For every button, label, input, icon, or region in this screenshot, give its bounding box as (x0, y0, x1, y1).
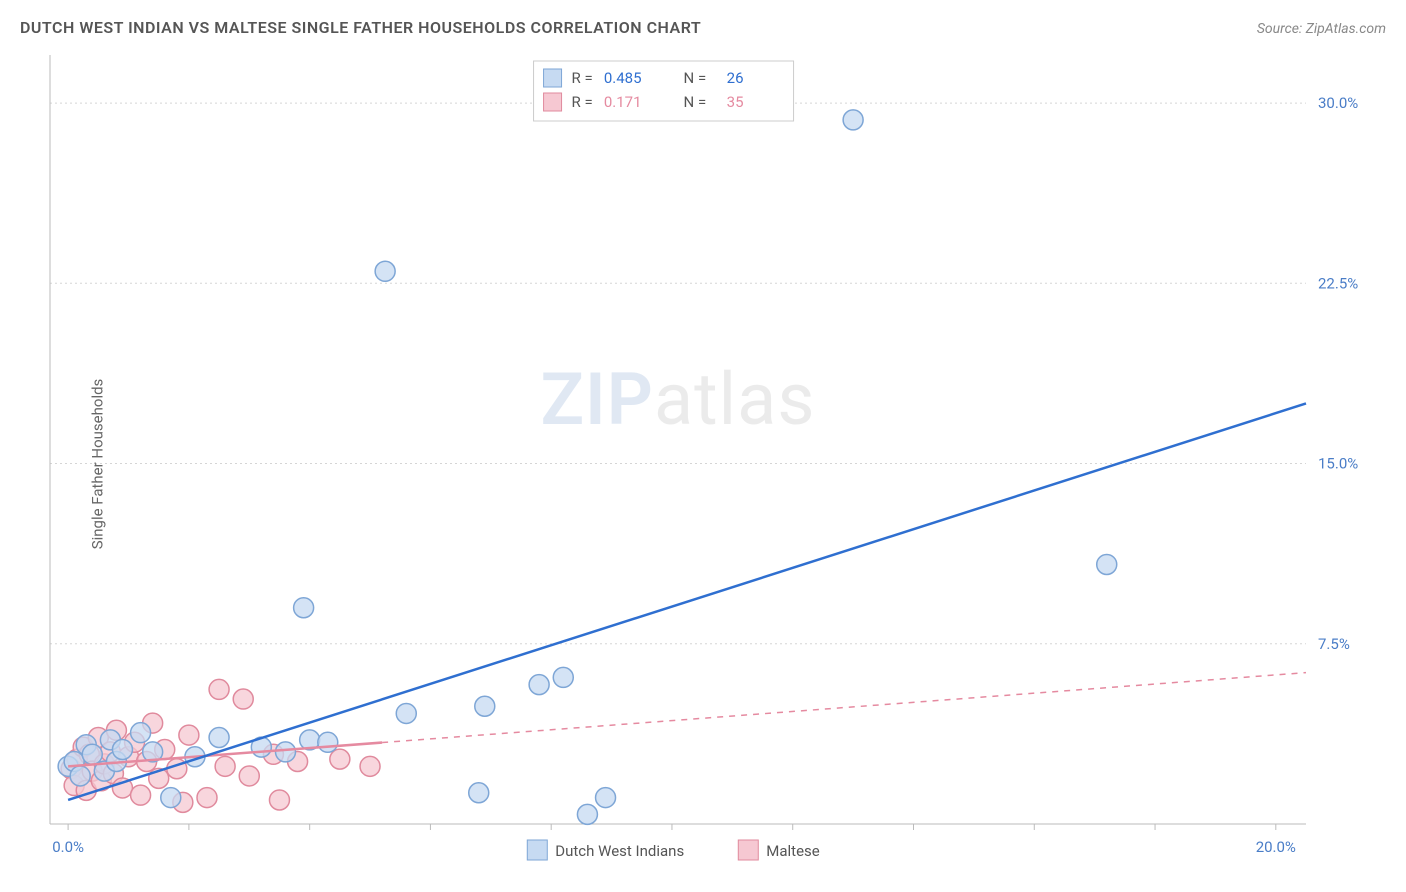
legend-label-maltese: Maltese (766, 842, 820, 860)
scatter-point-maltese (131, 785, 151, 805)
scatter-point-dwi (161, 788, 181, 808)
scatter-point-maltese (360, 756, 380, 776)
scatter-point-dwi (131, 723, 151, 743)
x-tick-label-right: 20.0% (1256, 838, 1296, 856)
stats-swatch-maltese (544, 93, 562, 111)
n-label-maltese: N = (684, 93, 707, 111)
scatter-point-dwi (529, 675, 549, 695)
watermark: ZIPatlas (540, 357, 815, 442)
y-tick-label: 15.0% (1318, 455, 1358, 473)
scatter-point-maltese (330, 749, 350, 769)
n-label-dwi: N = (684, 69, 707, 87)
legend-swatch-dwi (527, 840, 547, 860)
trendline-maltese-dash (382, 673, 1306, 743)
r-label-maltese: R = (572, 93, 593, 111)
scatter-point-maltese (269, 790, 289, 810)
y-axis-title: Single Father Households (88, 378, 106, 549)
legend-label-dwi: Dutch West Indians (555, 842, 684, 860)
x-tick-label-left: 0.0% (52, 838, 84, 856)
source-prefix: Source: (1257, 21, 1306, 37)
scatter-point-maltese (215, 756, 235, 776)
scatter-point-dwi (396, 703, 416, 723)
scatter-point-dwi (475, 696, 495, 716)
y-tick-label: 22.5% (1318, 274, 1358, 292)
scatter-point-dwi (596, 788, 616, 808)
scatter-point-dwi (843, 110, 863, 130)
scatter-point-maltese (209, 679, 229, 699)
stats-swatch-dwi (544, 69, 562, 87)
scatter-point-dwi (82, 744, 102, 764)
y-tick-label: 7.5% (1318, 635, 1350, 653)
r-label-dwi: R = (572, 69, 593, 87)
n-value-maltese: 35 (727, 93, 744, 111)
scatter-point-dwi (553, 667, 573, 687)
source-name: ZipAtlas.com (1306, 21, 1386, 37)
scatter-point-dwi (318, 732, 338, 752)
scatter-point-dwi (294, 598, 314, 618)
scatter-point-maltese (239, 766, 259, 786)
scatter-point-maltese (233, 689, 253, 709)
scatter-point-dwi (70, 766, 90, 786)
scatter-point-dwi (1097, 554, 1117, 574)
scatter-point-maltese (179, 725, 199, 745)
scatter-point-maltese (197, 788, 217, 808)
y-tick-label: 30.0% (1318, 94, 1358, 112)
r-value-maltese: 0.171 (604, 93, 642, 111)
source-attribution: Source: ZipAtlas.com (1257, 21, 1386, 37)
n-value-dwi: 26 (727, 69, 744, 87)
scatter-point-dwi (577, 804, 597, 824)
legend-swatch-maltese (738, 840, 758, 860)
r-value-dwi: 0.485 (604, 69, 642, 87)
scatter-point-dwi (209, 727, 229, 747)
scatter-chart: ZIPatlas 7.5% 15.0% 22.5% 30.0% 0.0% 20.0% R = 0… (42, 55, 1386, 872)
scatter-point-dwi (375, 261, 395, 281)
scatter-point-dwi (276, 742, 296, 762)
scatter-point-dwi (469, 783, 489, 803)
chart-title: DUTCH WEST INDIAN VS MALTESE SINGLE FATH… (20, 18, 701, 37)
scatter-point-dwi (112, 740, 132, 760)
trendline-dwi (68, 403, 1306, 800)
